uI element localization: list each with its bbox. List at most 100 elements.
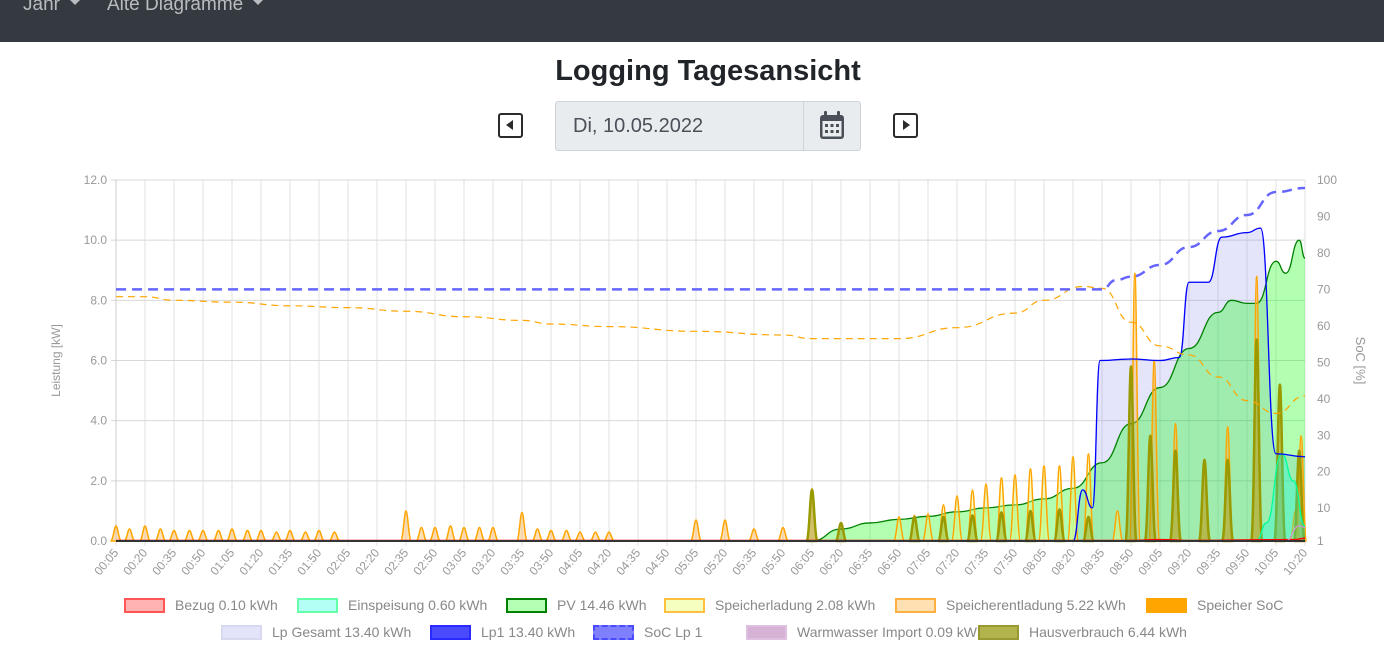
x-tick-label: 07:35 [961,546,991,578]
speicherentladung-series-spike [589,531,602,542]
legend-item[interactable]: Speicher SoC [1146,597,1283,613]
x-tick-label: 01:05 [207,546,237,578]
x-tick-label: 10:05 [1251,546,1281,578]
x-tick-label: 05:05 [671,546,701,578]
date-input[interactable]: Di, 10.05.2022 [573,115,704,137]
calendar-icon [820,111,844,139]
y2-tick-label: 50 [1317,355,1331,369]
y-tick-label: 4.0 [90,414,107,428]
speicherentladung-series-spike [415,526,428,542]
legend-swatch [593,624,634,640]
legend-label: PV 14.46 kWh [557,597,647,613]
x-tick-label: 02:50 [410,546,440,578]
speicherentladung-series-spike [777,526,789,542]
y2-tick-label: 40 [1317,392,1331,406]
legend-label: Warmwasser Import 0.09 kWh [797,624,985,640]
hausverbrauch-series-spike [805,488,819,543]
x-tick-label: 04:50 [642,546,672,578]
y2-tick-label: 1 [1317,534,1324,548]
y2-tick-label: 20 [1317,465,1331,479]
legend-item[interactable]: PV 14.46 kWh [506,597,647,613]
speicherentladung-series-spike [255,529,267,542]
legend-item[interactable]: Speicherladung 2.08 kWh [664,597,875,613]
speicherladung-series-spike [892,516,906,542]
speicherentladung-series-spike [574,531,586,542]
x-tick-label: 02:20 [352,546,382,578]
speicherentladung-series-spike [328,531,341,542]
legend-swatch [506,597,547,613]
caret-down-icon [252,0,265,5]
x-tick-label: 00:05 [91,546,121,578]
speicherentladung-series-spike [168,529,180,542]
y-tick-label: 6.0 [90,354,107,368]
speicherladung-series-spike [979,483,993,542]
speicherentladung-series-spike [212,529,225,542]
hausverbrauch-series-spike [1249,338,1264,543]
x-tick-label: 06:20 [816,546,846,578]
speicherentladung-series-spike [123,528,136,542]
pv-series-area [812,240,1305,541]
speicherladung-series-spike [1037,465,1051,542]
x-tick-label: 05:20 [700,546,730,578]
nav-year-dropdown[interactable]: Jahr [23,0,81,16]
y2-tick-label: 10 [1317,501,1331,515]
legend-item[interactable]: Warmwasser Import 0.09 kWh [746,624,985,640]
legend-item[interactable]: Speicherentladung 5.22 kWh [895,597,1126,613]
speicherladung-series-spike [1008,474,1022,542]
nav-old-charts-dropdown[interactable]: Alte Diagramme [107,0,265,16]
legend-item[interactable]: Hausverbrauch 6.44 kWh [978,624,1187,640]
y-tick-label: 8.0 [90,293,107,307]
y-tick-label: 2.0 [90,474,107,488]
x-tick-label: 06:50 [874,546,904,578]
y2-tick-label: 100 [1317,173,1337,187]
hausverbrauch-series-spike [1081,515,1096,543]
hausverbrauch-series-spike [1023,509,1038,543]
date-picker[interactable]: Di, 10.05.2022 [555,101,861,151]
x-tick-label: 07:20 [932,546,962,578]
legend-item[interactable]: SoC Lp 1 [593,624,702,640]
legend-item[interactable]: Einspeisung 0.60 kWh [297,597,487,613]
next-day-button[interactable] [893,113,918,138]
x-tick-label: 01:35 [265,546,295,578]
legend-label: Bezug 0.10 kWh [175,597,278,613]
legend-swatch [297,597,338,613]
x-tick-label: 08:05 [1019,546,1049,578]
x-tick-label: 00:20 [120,546,150,578]
speicherentladung-series-spike [603,531,615,542]
y2-tick-label: 70 [1317,282,1331,296]
x-tick-label: 09:50 [1222,546,1252,578]
x-tick-label: 02:05 [323,546,353,578]
power-chart: 00:0500:2000:3500:5001:0501:2001:3501:50… [49,173,1368,578]
y-tick-label: 0.0 [90,534,107,548]
speicherentladung-series-spike [718,519,732,542]
x-tick-label: 02:35 [381,546,411,578]
speicherladung-series-spike [1111,510,1124,542]
y-axis-label: Leistung [kW] [49,324,63,397]
x-tick-label: 03:20 [468,546,498,578]
speicherentladung-series-spike [183,529,196,542]
hausverbrauch-series-spike [1124,365,1138,543]
x-tick-label: 00:50 [178,546,208,578]
x-tick-label: 03:35 [497,546,527,578]
legend-item[interactable]: Lp1 13.40 kWh [430,624,575,640]
legend-swatch [895,597,936,613]
speicherladung-series-spike [921,513,935,542]
x-tick-label: 09:20 [1164,546,1194,578]
speicherentladung-series-spike [110,525,122,542]
x-tick-label: 03:05 [439,546,469,578]
legend-item[interactable]: Bezug 0.10 kWh [124,597,278,613]
speicherentladung-series-spike [270,531,283,542]
y-tick-label: 10.0 [84,233,108,247]
legend-item[interactable]: Lp Gesamt 13.40 kWh [221,624,411,640]
y2-tick-label: 30 [1317,428,1331,442]
hausverbrauch-series-spike [994,511,1009,543]
prev-day-button[interactable] [498,113,523,138]
speicherentladung-series-spike [444,525,457,542]
legend-label: Einspeisung 0.60 kWh [348,597,488,613]
calendar-button[interactable] [803,102,860,150]
x-tick-label: 00:35 [149,546,179,578]
legend-label: Lp1 13.40 kWh [481,624,576,640]
y2-tick-label: 60 [1317,319,1331,333]
hausverbrauch-series-spike [834,521,848,543]
x-tick-label: 06:35 [845,546,875,578]
